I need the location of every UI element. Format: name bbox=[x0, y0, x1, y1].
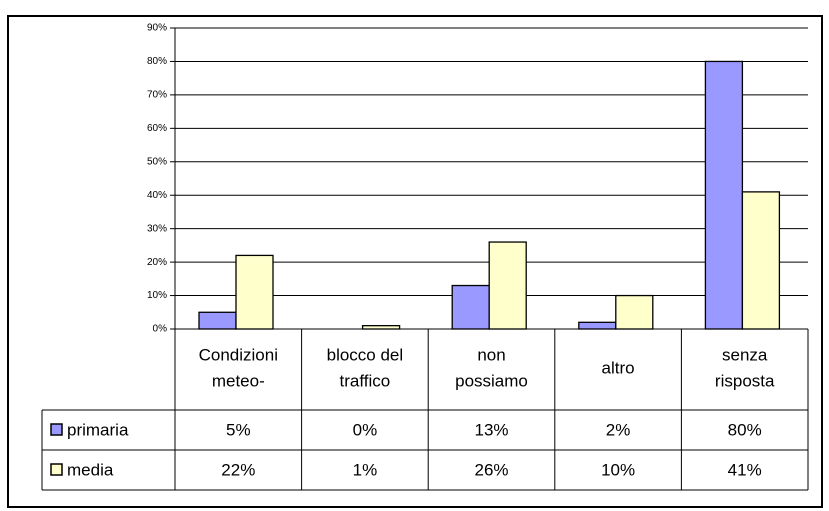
legend-label: media bbox=[67, 460, 114, 479]
table-value: 13% bbox=[474, 420, 508, 439]
table-value: 26% bbox=[474, 460, 508, 479]
bar bbox=[361, 325, 401, 330]
table-value: 10% bbox=[601, 460, 635, 479]
bar bbox=[235, 254, 274, 330]
table-value: 80% bbox=[728, 420, 762, 439]
y-tick-label: 40% bbox=[147, 190, 167, 201]
table-value: 22% bbox=[221, 460, 255, 479]
y-tick-label: 60% bbox=[147, 123, 167, 134]
chart-frame bbox=[7, 15, 823, 508]
bar bbox=[615, 294, 654, 330]
bar bbox=[488, 241, 527, 330]
y-tick-label: 20% bbox=[147, 257, 167, 268]
y-tick-label: 0% bbox=[153, 324, 168, 335]
legend-label: primaria bbox=[67, 420, 129, 439]
y-tick-label: 70% bbox=[147, 90, 167, 101]
table-value: 2% bbox=[606, 420, 631, 439]
bar bbox=[198, 311, 237, 330]
bar bbox=[578, 321, 617, 330]
table-value: 1% bbox=[353, 460, 378, 479]
legend-key bbox=[50, 423, 63, 436]
bar bbox=[741, 191, 781, 330]
table-value: 5% bbox=[226, 420, 251, 439]
y-tick-label: 30% bbox=[147, 223, 167, 234]
y-tick-label: 80% bbox=[147, 56, 167, 67]
table-value: 41% bbox=[728, 460, 762, 479]
x-tick-label: Condizioni meteo- bbox=[199, 346, 278, 391]
bar bbox=[704, 60, 744, 330]
y-tick-label: 90% bbox=[147, 23, 167, 34]
x-tick-label: blocco del traffico bbox=[327, 346, 404, 391]
bar bbox=[451, 284, 490, 330]
x-tick-label: non possiamo bbox=[455, 346, 528, 391]
table-value: 0% bbox=[353, 420, 378, 439]
y-tick-label: 10% bbox=[147, 290, 167, 301]
y-tick-label: 50% bbox=[147, 156, 167, 167]
x-tick-label: senza risposta bbox=[715, 346, 775, 391]
legend-key bbox=[50, 463, 63, 476]
x-tick-label: altro bbox=[602, 359, 635, 378]
